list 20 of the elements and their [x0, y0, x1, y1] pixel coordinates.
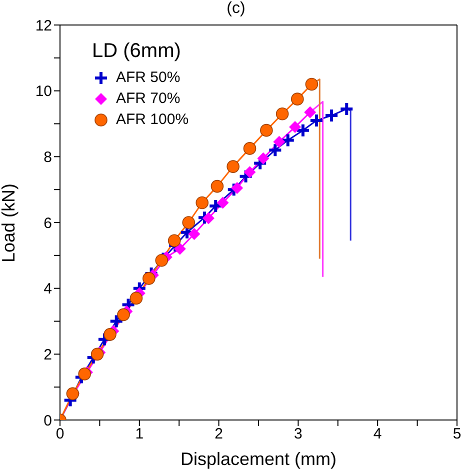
y-axis-title: Load (kN)	[0, 183, 18, 262]
legend-label: AFR 70%	[116, 90, 180, 107]
y-tick-label: 0	[44, 412, 52, 430]
x-tick-label: 3	[294, 426, 302, 443]
chart-title: (c)	[226, 0, 246, 18]
y-tick-label: 2	[44, 346, 52, 364]
legend-title: LD (6mm)	[92, 40, 182, 63]
y-tick-label: 12	[35, 17, 52, 34]
y-tick-label: 10	[35, 83, 52, 100]
y-tick-label: 6	[44, 214, 52, 232]
y-tick-label: 4	[44, 280, 52, 298]
y-tick-label: 8	[44, 148, 52, 166]
x-tick-label: 1	[135, 426, 144, 443]
legend-label: AFR 100%	[116, 111, 189, 128]
x-tick-label: 0	[56, 426, 64, 443]
x-tick-label: 5	[452, 426, 462, 443]
x-tick-label: 4	[373, 426, 382, 443]
x-axis-title: Displacement (mm)	[180, 449, 337, 469]
x-tick-label: 2	[214, 426, 223, 443]
legend-label: AFR 50%	[116, 69, 180, 86]
